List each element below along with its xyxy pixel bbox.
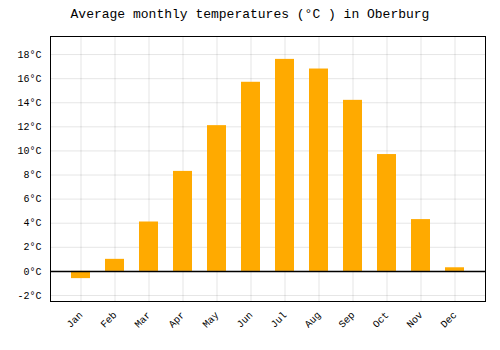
svg-text:0°C: 0°C (23, 267, 41, 278)
svg-text:Feb: Feb (99, 310, 120, 331)
svg-text:May: May (201, 310, 222, 331)
svg-text:Aug: Aug (303, 310, 324, 331)
svg-text:14°C: 14°C (17, 98, 41, 109)
svg-text:Jul: Jul (269, 310, 290, 331)
svg-text:Mar: Mar (133, 310, 154, 331)
svg-text:16°C: 16°C (17, 74, 41, 85)
svg-text:Jan: Jan (65, 310, 86, 331)
svg-text:2°C: 2°C (23, 242, 41, 253)
svg-text:18°C: 18°C (17, 50, 41, 61)
svg-text:12°C: 12°C (17, 122, 41, 133)
svg-text:Nov: Nov (405, 310, 426, 331)
html-text:Average monthly temperatures (: Average monthly temperatures (°C ) in Ob… (70, 7, 430, 22)
svg-text:10°C: 10°C (17, 146, 41, 157)
svg-text:Jun: Jun (235, 310, 256, 331)
svg-text:Apr: Apr (167, 310, 188, 331)
svg-text:6°C: 6°C (23, 194, 41, 205)
svg-text:-2°C: -2°C (17, 291, 41, 302)
svg-text:8°C: 8°C (23, 170, 41, 181)
svg-text:Sep: Sep (337, 310, 358, 331)
svg-text:Oct: Oct (371, 310, 392, 331)
svg-text:4°C: 4°C (23, 218, 41, 229)
svg-text:Dec: Dec (439, 310, 460, 331)
